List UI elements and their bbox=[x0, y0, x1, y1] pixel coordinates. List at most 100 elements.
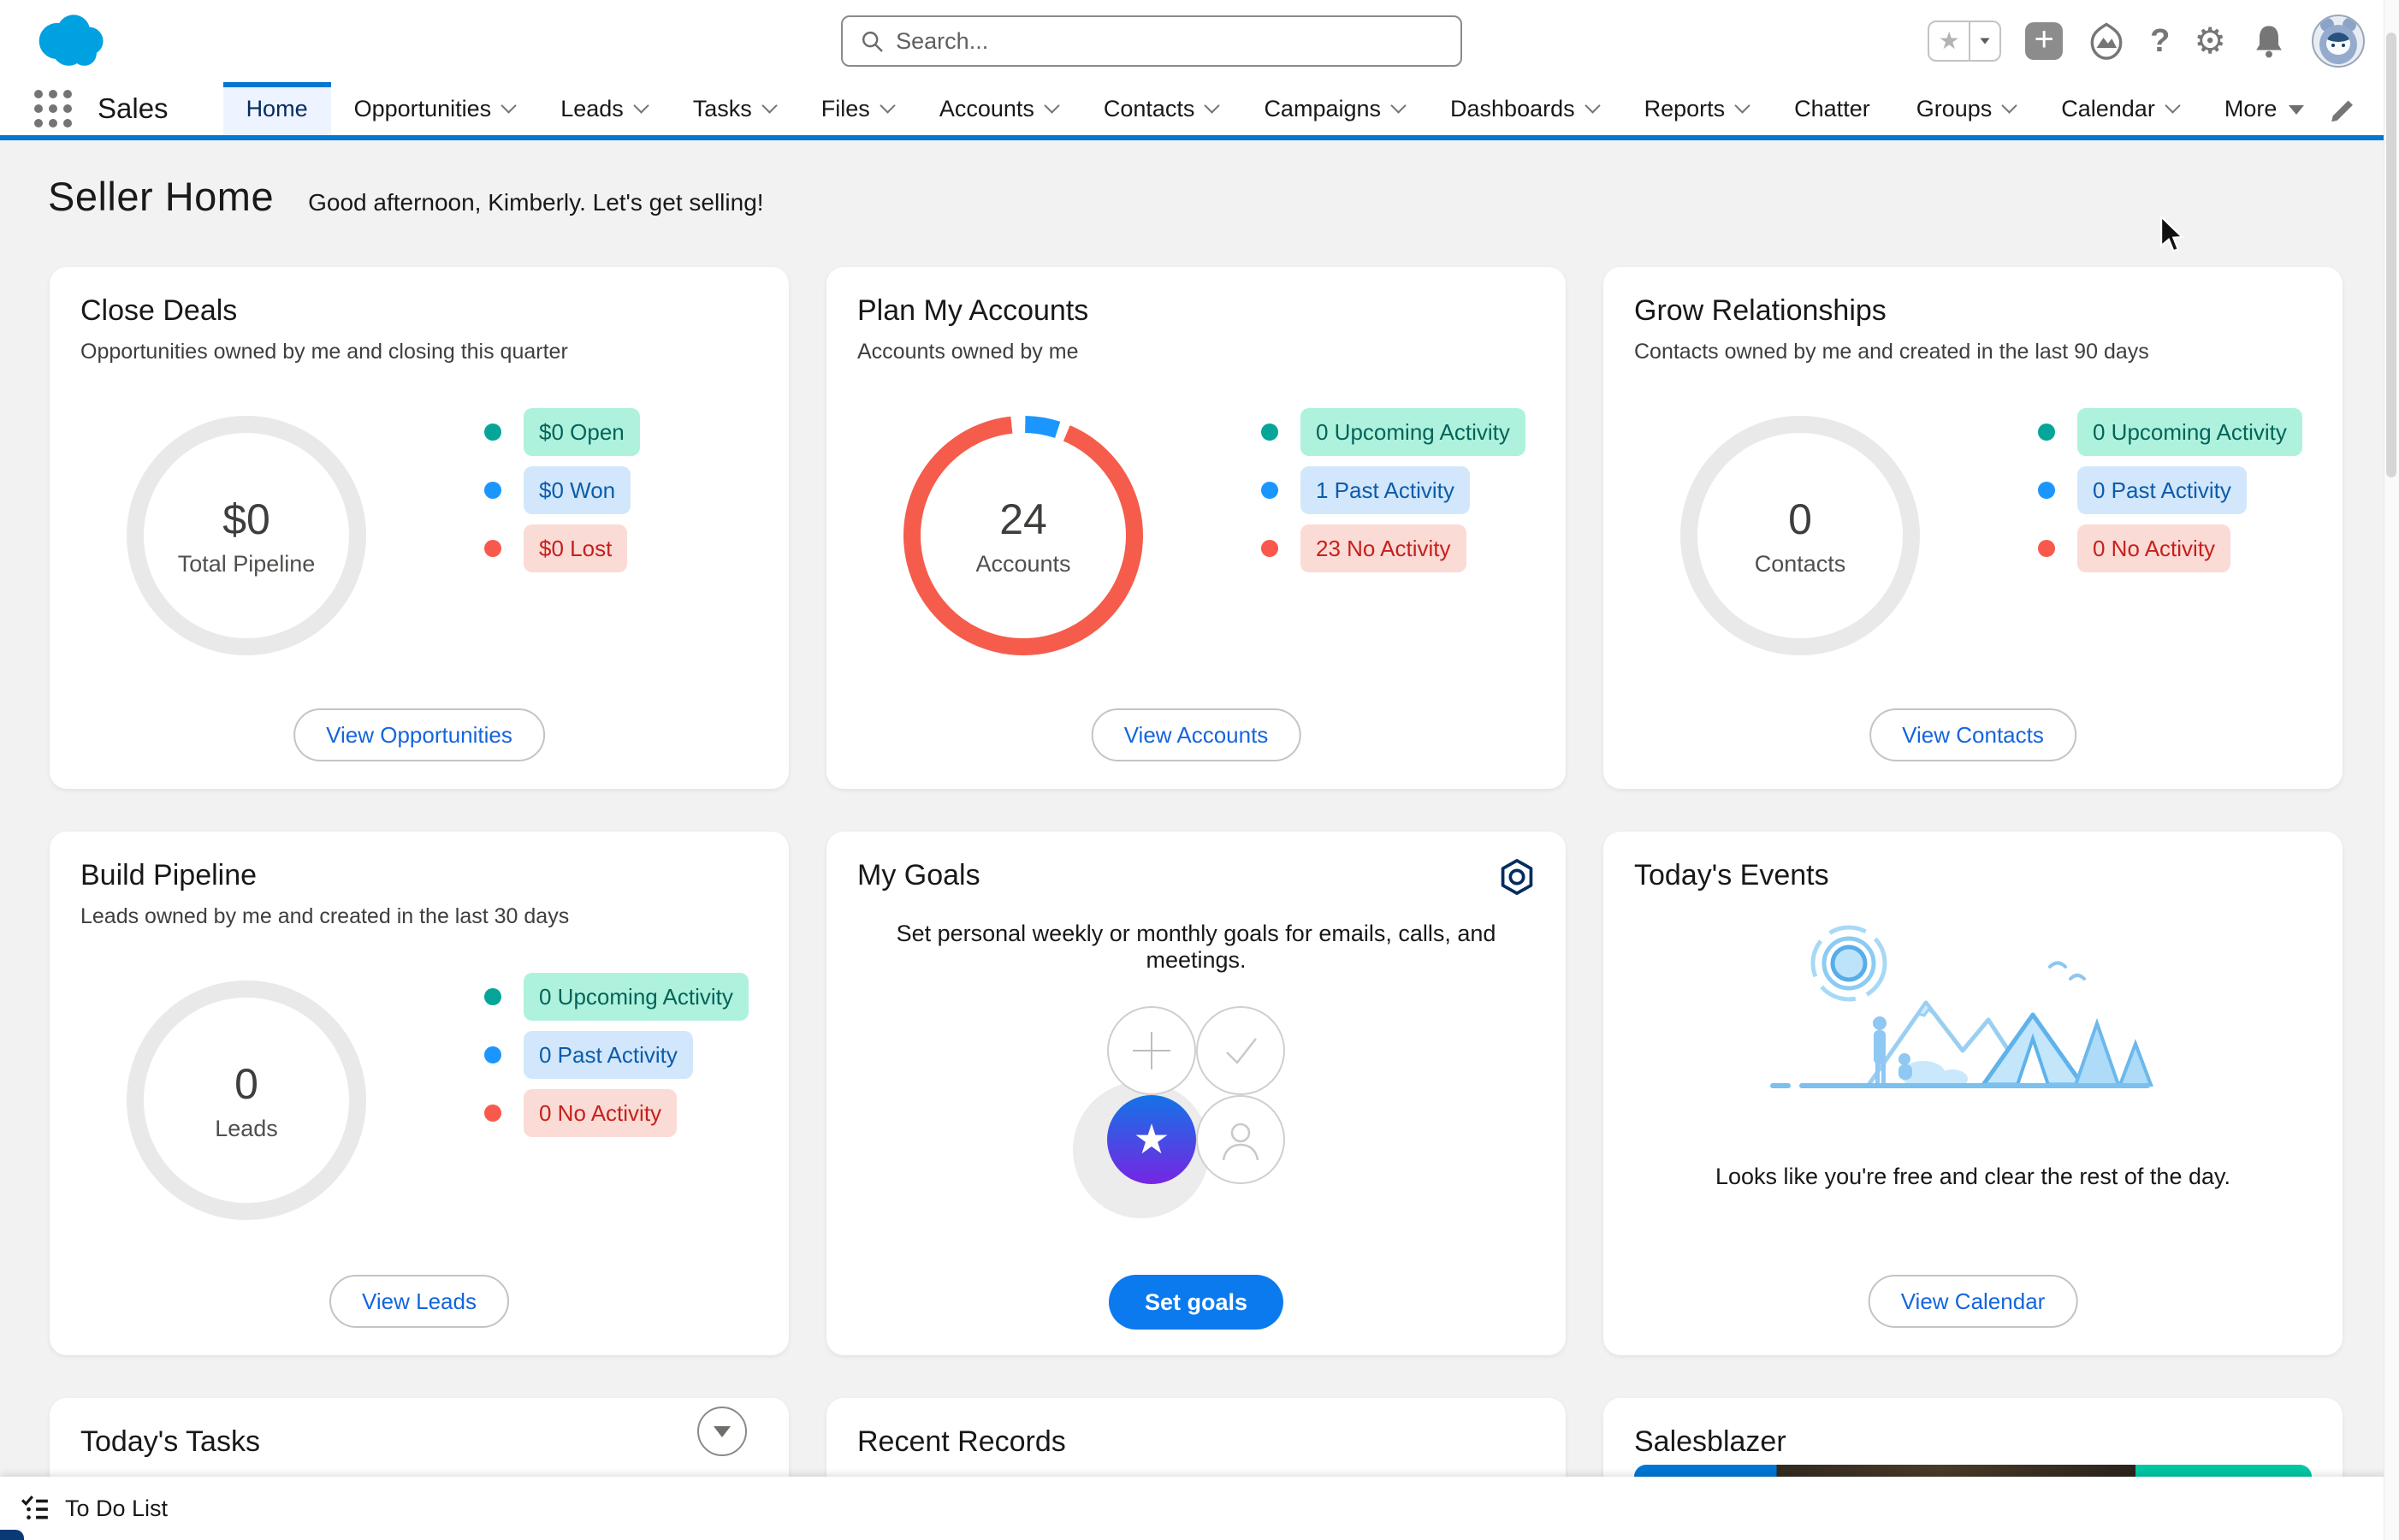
todo-checklist-icon bbox=[21, 1494, 50, 1523]
person-goal-icon bbox=[1196, 1095, 1285, 1184]
legend-dot-upcoming bbox=[2038, 424, 2055, 441]
legend-pill-past: 1 Past Activity bbox=[1300, 466, 1470, 514]
notifications-bell-icon[interactable] bbox=[2250, 21, 2288, 61]
leads-donut-chart: 0 Leads bbox=[125, 979, 368, 1222]
legend-pill-none: 23 No Activity bbox=[1300, 524, 1466, 572]
main-content: Seller Home Good afternoon, Kimberly. Le… bbox=[0, 140, 2399, 1540]
card-title: Today's Tasks bbox=[80, 1425, 758, 1459]
legend-dot-past bbox=[484, 1046, 501, 1063]
tasks-dropdown-button[interactable] bbox=[697, 1407, 747, 1456]
tab-contacts[interactable]: Contacts bbox=[1081, 82, 1241, 135]
tab-campaigns[interactable]: Campaigns bbox=[1241, 82, 1427, 135]
tab-dashboards[interactable]: Dashboards bbox=[1427, 82, 1621, 135]
legend-dot-lost bbox=[484, 540, 501, 557]
card-title: Recent Records bbox=[857, 1425, 1535, 1459]
card-subtitle: Leads owned by me and created in the las… bbox=[80, 904, 758, 929]
favorites-combo-button[interactable]: ★ bbox=[1928, 21, 2001, 62]
card-todays-events: Today's Events bbox=[1603, 832, 2343, 1355]
tab-accounts[interactable]: Accounts bbox=[916, 82, 1081, 135]
todo-list-label: To Do List bbox=[65, 1496, 168, 1522]
tab-chatter[interactable]: Chatter bbox=[1771, 82, 1893, 135]
donut-label: Total Pipeline bbox=[178, 551, 316, 578]
goals-settings-icon[interactable] bbox=[1497, 857, 1537, 897]
donut-value: 24 bbox=[999, 495, 1047, 544]
view-calendar-button[interactable]: View Calendar bbox=[1869, 1275, 2078, 1328]
setup-gear-icon[interactable]: ⚙ bbox=[2194, 23, 2226, 59]
star-goal-icon: ★ bbox=[1107, 1095, 1196, 1184]
global-header: ★ + ? ⚙ bbox=[0, 0, 2399, 82]
close-deals-donut-chart: $0 Total Pipeline bbox=[125, 414, 368, 657]
legend-dot-upcoming bbox=[484, 988, 501, 1005]
view-leads-button[interactable]: View Leads bbox=[329, 1275, 509, 1328]
card-title: Today's Events bbox=[1634, 859, 2312, 892]
chevron-down-icon bbox=[1044, 98, 1059, 113]
legend-pill-none: 0 No Activity bbox=[524, 1089, 677, 1137]
search-input[interactable] bbox=[896, 28, 1443, 55]
events-empty-text: Looks like you're free and clear the res… bbox=[1634, 1164, 2312, 1190]
legend-pill-none: 0 No Activity bbox=[2077, 524, 2230, 572]
leads-legend: 0 Upcoming Activity 0 Past Activity 0 No… bbox=[484, 972, 749, 1138]
global-search[interactable] bbox=[841, 15, 1462, 67]
guidance-center-icon[interactable] bbox=[2087, 21, 2126, 61]
chevron-down-icon bbox=[1390, 98, 1406, 113]
card-subtitle: Opportunities owned by me and closing th… bbox=[80, 340, 758, 364]
card-my-goals: My Goals Set personal weekly or monthly … bbox=[826, 832, 1566, 1355]
favorites-star-icon[interactable]: ★ bbox=[1929, 22, 1969, 60]
tab-home[interactable]: Home bbox=[223, 82, 331, 135]
check-goal-icon bbox=[1196, 1006, 1285, 1095]
view-accounts-button[interactable]: View Accounts bbox=[1092, 708, 1301, 761]
chevron-down-icon bbox=[1205, 98, 1220, 113]
tab-opportunities[interactable]: Opportunities bbox=[331, 82, 538, 135]
page-header: Seller Home Good afternoon, Kimberly. Le… bbox=[48, 173, 764, 220]
contacts-legend: 0 Upcoming Activity 0 Past Activity 0 No… bbox=[2038, 407, 2302, 573]
view-contacts-button[interactable]: View Contacts bbox=[1869, 708, 2076, 761]
todo-list-dock[interactable]: To Do List bbox=[0, 1477, 2399, 1540]
tab-reports[interactable]: Reports bbox=[1621, 82, 1772, 135]
legend-dot-none bbox=[484, 1105, 501, 1122]
tab-files[interactable]: Files bbox=[798, 82, 916, 135]
contacts-donut-chart: 0 Contacts bbox=[1679, 414, 1922, 657]
card-plan-my-accounts: Plan My Accounts Accounts owned by me 24… bbox=[826, 267, 1566, 789]
chevron-down-icon bbox=[2165, 98, 2180, 113]
view-opportunities-button[interactable]: View Opportunities bbox=[293, 708, 545, 761]
user-avatar[interactable] bbox=[2312, 15, 2365, 68]
set-goals-button[interactable]: Set goals bbox=[1109, 1275, 1283, 1330]
chevron-down-icon bbox=[1585, 98, 1600, 113]
legend-pill-upcoming: 0 Upcoming Activity bbox=[1300, 408, 1525, 456]
help-icon[interactable]: ? bbox=[2150, 23, 2170, 60]
docked-panel-corner bbox=[0, 1530, 24, 1540]
tab-calendar[interactable]: Calendar bbox=[2038, 82, 2201, 135]
camping-illustration bbox=[1768, 914, 2178, 1111]
chevron-down-icon bbox=[2002, 98, 2017, 113]
legend-dot-won bbox=[484, 482, 501, 499]
legend-pill-upcoming: 0 Upcoming Activity bbox=[524, 973, 749, 1021]
legend-pill-lost: $0 Lost bbox=[524, 524, 627, 572]
favorites-caret-icon[interactable] bbox=[1969, 22, 1999, 60]
card-title: Build Pipeline bbox=[80, 859, 758, 892]
scrollbar-thumb[interactable] bbox=[2386, 33, 2396, 477]
legend-pill-past: 0 Past Activity bbox=[524, 1031, 693, 1079]
tab-groups[interactable]: Groups bbox=[1893, 82, 2039, 135]
app-launcher-icon[interactable] bbox=[34, 90, 72, 127]
legend-dot-none bbox=[1261, 540, 1278, 557]
legend-dot-upcoming bbox=[1261, 424, 1278, 441]
edit-nav-pencil-icon[interactable] bbox=[2327, 92, 2360, 125]
card-title: My Goals bbox=[857, 859, 1535, 892]
scrollbar-track[interactable] bbox=[2384, 0, 2399, 1540]
donut-value: $0 bbox=[222, 495, 270, 544]
tab-leads[interactable]: Leads bbox=[537, 82, 670, 135]
legend-pill-upcoming: 0 Upcoming Activity bbox=[2077, 408, 2302, 456]
card-title: Grow Relationships bbox=[1634, 294, 2312, 328]
accounts-donut-chart: 24 Accounts bbox=[902, 414, 1145, 657]
search-icon bbox=[860, 28, 884, 54]
card-build-pipeline: Build Pipeline Leads owned by me and cre… bbox=[50, 832, 789, 1355]
donut-label: Accounts bbox=[975, 551, 1070, 578]
navigation-bar: Sales Home Opportunities Leads Tasks Fil… bbox=[0, 82, 2399, 135]
tab-tasks[interactable]: Tasks bbox=[670, 82, 798, 135]
global-actions-plus-icon[interactable]: + bbox=[2025, 22, 2063, 60]
chevron-down-icon bbox=[880, 98, 895, 113]
donut-value: 0 bbox=[234, 1059, 258, 1109]
chevron-down-icon bbox=[761, 98, 777, 113]
legend-dot-none bbox=[2038, 540, 2055, 557]
tab-more[interactable]: More bbox=[2201, 82, 2328, 135]
